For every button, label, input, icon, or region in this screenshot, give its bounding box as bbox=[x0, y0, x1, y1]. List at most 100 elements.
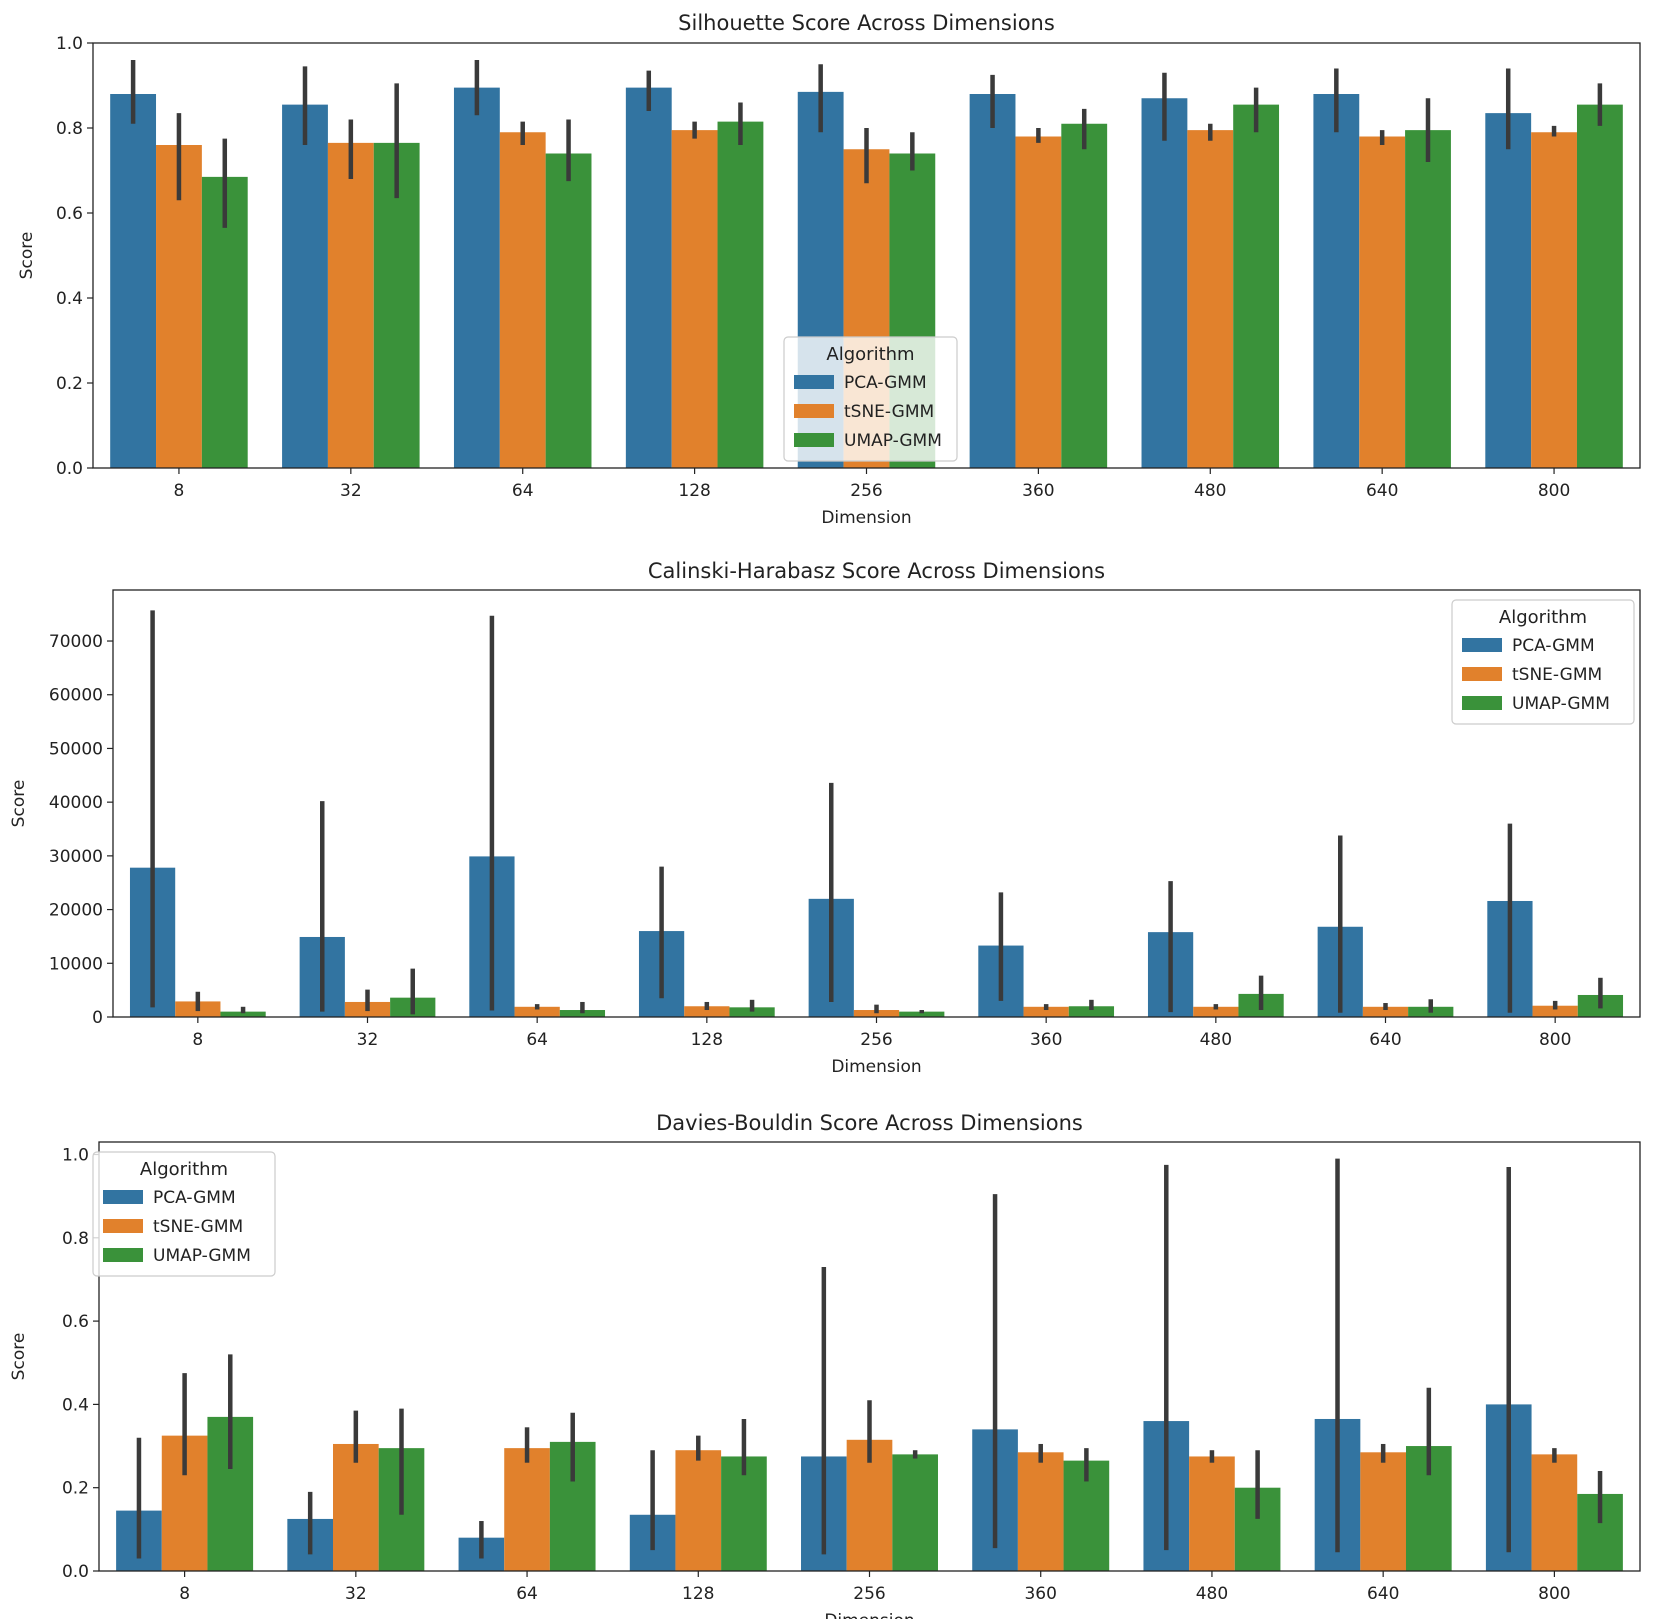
y-tick-label: 50000 bbox=[49, 739, 103, 759]
x-axis-label: Dimension bbox=[831, 1057, 921, 1077]
legend-label-umap-gmm: UMAP-GMM bbox=[153, 1246, 251, 1266]
legend-label-tsne-gmm: tSNE-GMM bbox=[153, 1217, 243, 1237]
legend-swatch-pca-gmm bbox=[103, 1190, 143, 1204]
x-tick-label: 8 bbox=[174, 481, 185, 501]
legend-swatch-umap-gmm bbox=[794, 433, 834, 447]
y-tick-label: 70000 bbox=[49, 632, 103, 652]
bar-umap-gmm-480 bbox=[1233, 104, 1280, 468]
y-tick-label: 0.6 bbox=[56, 204, 83, 224]
bar-tsne-gmm-640 bbox=[1359, 136, 1406, 468]
bar-tsne-gmm-640 bbox=[1362, 1006, 1409, 1017]
legend-label-umap-gmm: UMAP-GMM bbox=[844, 431, 942, 451]
y-axis-label: Score bbox=[9, 780, 29, 828]
plot-frame bbox=[92, 42, 1641, 469]
bar-umap-gmm-128 bbox=[721, 1456, 767, 1571]
legend-label-umap-gmm: UMAP-GMM bbox=[1512, 694, 1610, 714]
bar-tsne-gmm-480 bbox=[1189, 1456, 1235, 1571]
y-axis-label: Score bbox=[17, 232, 37, 280]
plot-frame bbox=[112, 589, 1641, 1018]
bar-tsne-gmm-640 bbox=[1360, 1452, 1406, 1571]
bar-tsne-gmm-256 bbox=[853, 1010, 900, 1017]
y-tick-label: 40000 bbox=[49, 793, 103, 813]
legend: Algorithm PCA-GMM tSNE-GMM UMAP-GMM bbox=[783, 336, 958, 462]
y-tick-label: 1.0 bbox=[56, 34, 83, 54]
bar-umap-gmm-256 bbox=[892, 1454, 938, 1571]
legend: Algorithm PCA-GMM tSNE-GMM UMAP-GMM bbox=[92, 1151, 276, 1277]
bar-pca-gmm-64 bbox=[453, 87, 500, 468]
legend-swatch-pca-gmm bbox=[794, 375, 834, 389]
bar-tsne-gmm-32 bbox=[327, 142, 374, 468]
bar-tsne-gmm-360 bbox=[1015, 136, 1062, 468]
legend-label-pca-gmm: PCA-GMM bbox=[1512, 636, 1595, 656]
y-tick-label: 0.2 bbox=[56, 374, 83, 394]
legend-label-tsne-gmm: tSNE-GMM bbox=[1512, 665, 1602, 685]
bar-umap-gmm-360 bbox=[1061, 123, 1108, 468]
legend-swatch-tsne-gmm bbox=[1462, 667, 1502, 681]
bar-tsne-gmm-64 bbox=[499, 132, 546, 468]
x-tick-label: 8 bbox=[179, 1584, 190, 1604]
x-tick-label: 128 bbox=[691, 1030, 723, 1050]
bar-umap-gmm-64 bbox=[559, 1010, 606, 1017]
legend-swatch-umap-gmm bbox=[1462, 696, 1502, 710]
bar-tsne-gmm-480 bbox=[1193, 1006, 1239, 1017]
legend-label-pca-gmm: PCA-GMM bbox=[844, 373, 927, 393]
y-tick-label: 0.0 bbox=[56, 459, 83, 479]
x-tick-label: 32 bbox=[357, 1030, 379, 1050]
bar-tsne-gmm-360 bbox=[1017, 1452, 1064, 1571]
x-tick-label: 360 bbox=[1022, 481, 1054, 501]
bar-umap-gmm-256 bbox=[899, 1011, 945, 1017]
x-axis-label: Dimension bbox=[824, 1611, 914, 1619]
legend-box bbox=[1451, 599, 1635, 725]
legend-swatch-umap-gmm bbox=[103, 1248, 143, 1262]
bar-pca-gmm-8 bbox=[110, 94, 157, 468]
y-tick-label: 0 bbox=[92, 1008, 103, 1028]
x-tick-label: 128 bbox=[682, 1584, 714, 1604]
bar-tsne-gmm-800 bbox=[1531, 132, 1577, 468]
y-tick-label: 30000 bbox=[49, 847, 103, 867]
bar-tsne-gmm-360 bbox=[1023, 1006, 1069, 1017]
bar-umap-gmm-800 bbox=[1576, 104, 1623, 468]
bar-tsne-gmm-128 bbox=[684, 1006, 730, 1017]
y-tick-label: 0.8 bbox=[56, 119, 83, 139]
x-tick-label: 128 bbox=[678, 481, 710, 501]
y-tick-label: 0.6 bbox=[62, 1312, 89, 1332]
y-tick-label: 1.0 bbox=[62, 1145, 89, 1165]
x-tick-label: 800 bbox=[1538, 481, 1570, 501]
x-tick-label: 480 bbox=[1194, 481, 1226, 501]
bar-tsne-gmm-32 bbox=[333, 1443, 379, 1571]
chart-panel-3: Davies-Bouldin Score Across Dimensions 0.… bbox=[9, 1111, 1641, 1624]
legend-swatch-tsne-gmm bbox=[103, 1219, 143, 1233]
chart-title: Davies-Bouldin Score Across Dimensions bbox=[656, 1111, 1083, 1135]
x-tick-label: 640 bbox=[1369, 1030, 1401, 1050]
bar-pca-gmm-480 bbox=[1141, 98, 1188, 468]
legend-title: Algorithm bbox=[1499, 607, 1587, 628]
x-tick-label: 64 bbox=[516, 1584, 538, 1604]
bar-pca-gmm-32 bbox=[282, 104, 328, 468]
y-tick-label: 60000 bbox=[49, 686, 103, 706]
bar-tsne-gmm-128 bbox=[675, 1450, 722, 1571]
x-tick-label: 480 bbox=[1196, 1584, 1228, 1604]
x-tick-label: 360 bbox=[1024, 1584, 1056, 1604]
x-tick-label: 256 bbox=[850, 481, 882, 501]
x-tick-label: 256 bbox=[853, 1584, 885, 1604]
x-tick-label: 480 bbox=[1200, 1030, 1232, 1050]
chart-panel-1: Silhouette Score Across Dimensions 0.0 0.2… bbox=[17, 11, 1641, 528]
legend-label-tsne-gmm: tSNE-GMM bbox=[844, 402, 934, 422]
y-axis-label: Score bbox=[9, 1333, 29, 1381]
bar-umap-gmm-640 bbox=[1405, 130, 1451, 468]
legend-swatch-tsne-gmm bbox=[794, 404, 834, 418]
bar-tsne-gmm-800 bbox=[1532, 1005, 1578, 1017]
y-tick-label: 0.8 bbox=[62, 1229, 89, 1249]
bar-pca-gmm-640 bbox=[1313, 94, 1360, 468]
legend-box bbox=[92, 1151, 276, 1277]
x-tick-label: 64 bbox=[526, 1030, 548, 1050]
legend-title: Algorithm bbox=[140, 1159, 228, 1180]
bar-umap-gmm-64 bbox=[545, 153, 592, 468]
x-axis-label: Dimension bbox=[821, 508, 911, 528]
x-tick-label: 32 bbox=[345, 1584, 367, 1604]
bar-pca-gmm-360 bbox=[969, 94, 1016, 468]
legend-label-pca-gmm: PCA-GMM bbox=[153, 1188, 236, 1208]
bar-tsne-gmm-128 bbox=[671, 130, 718, 468]
bar-pca-gmm-800 bbox=[1485, 113, 1532, 468]
x-tick-label: 8 bbox=[192, 1030, 203, 1050]
